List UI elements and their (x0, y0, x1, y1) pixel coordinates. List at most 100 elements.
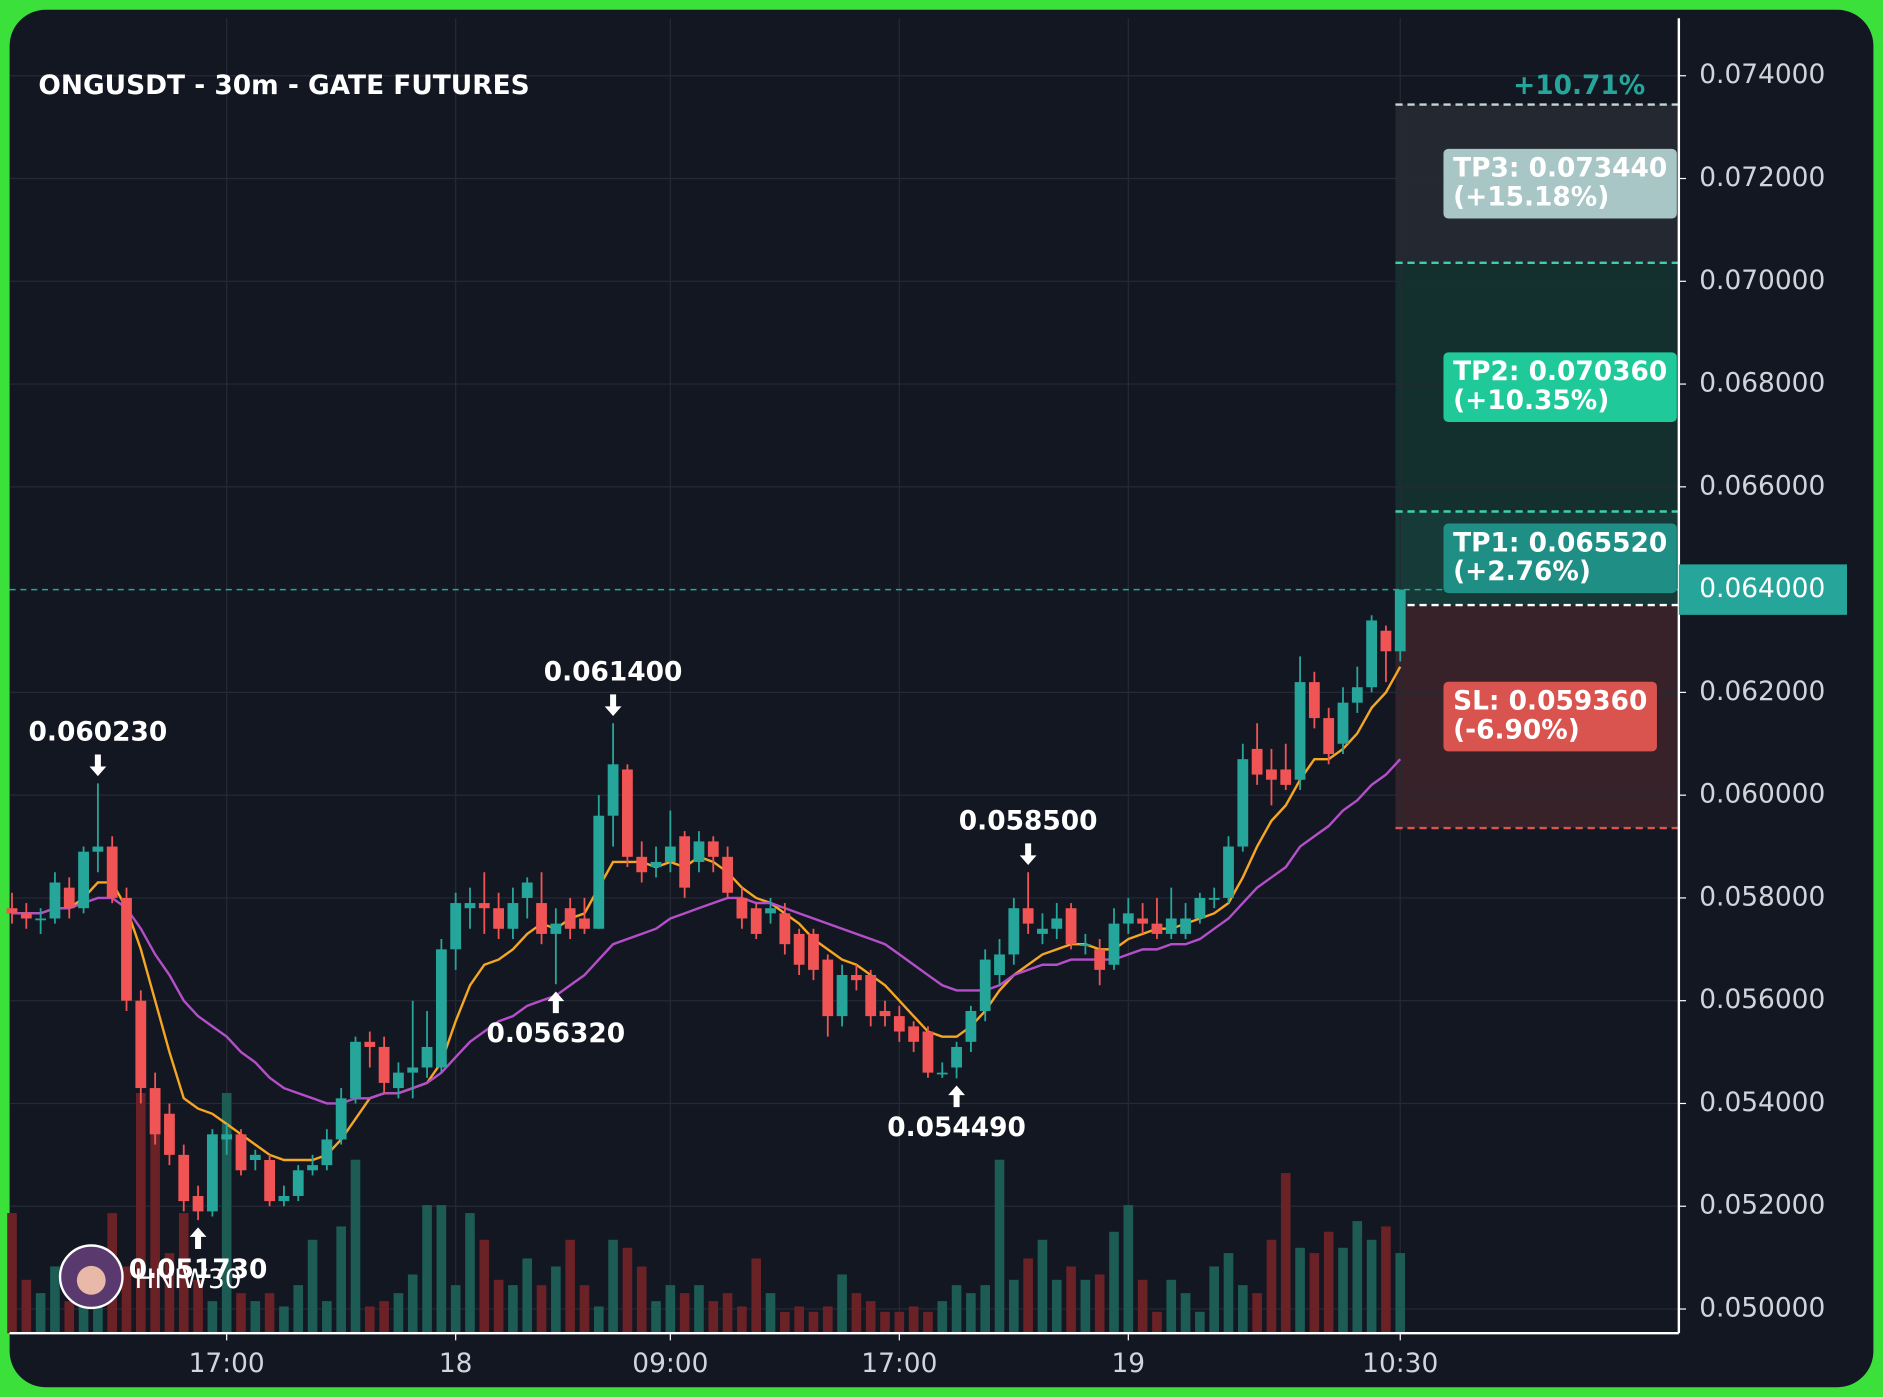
candle-body (407, 1067, 419, 1073)
candle-body (1394, 589, 1406, 652)
candle-body (1208, 897, 1220, 900)
volume-bar (193, 1279, 203, 1334)
volume-bar (50, 1266, 60, 1334)
volume-bar (622, 1247, 633, 1334)
volume-bar (1266, 1239, 1277, 1334)
candle-body (121, 897, 132, 1001)
candle-body (178, 1154, 190, 1202)
volume-bar (136, 1092, 146, 1334)
candle-body (20, 913, 32, 919)
x-tick-label: 19 (1112, 1348, 1146, 1379)
level-sublabel: (+10.35%) (1453, 385, 1609, 416)
candle-body (679, 836, 691, 888)
volume-bar (279, 1306, 289, 1334)
y-tick-label: 0.066000 (1699, 470, 1825, 501)
candle-body (893, 1016, 905, 1032)
moving-average (12, 758, 1402, 1105)
volume-bar (751, 1258, 762, 1334)
volume-bar (407, 1274, 418, 1334)
candle-body (6, 908, 18, 914)
level-label: TP2: 0.070360 (1453, 356, 1667, 387)
candle-body (650, 861, 662, 868)
candle-body (550, 923, 562, 934)
candle-body (135, 1000, 147, 1089)
candle-body (1079, 944, 1091, 946)
candle-body (1280, 769, 1292, 785)
candle-body (1180, 918, 1191, 934)
volume-bar (579, 1285, 590, 1334)
volume-bar (894, 1311, 905, 1334)
candle-body (235, 1134, 247, 1171)
y-tick-label: 0.050000 (1699, 1293, 1825, 1324)
volume-bar (794, 1306, 804, 1334)
volume-bar (364, 1306, 375, 1334)
candle-body (221, 1134, 233, 1140)
volume-bar (737, 1306, 747, 1334)
volume-bar (207, 1301, 218, 1334)
volume-bar (765, 1293, 776, 1334)
candle-body (1065, 908, 1077, 945)
candle-body (865, 975, 877, 1017)
y-tick-label: 0.074000 (1699, 59, 1825, 90)
volume-bar (536, 1285, 547, 1334)
volume-bar (7, 1213, 17, 1334)
candle-body (78, 851, 89, 909)
candle-body (750, 908, 762, 934)
volume-bar (1223, 1253, 1234, 1334)
candle-body (464, 903, 476, 909)
candle-body (1351, 687, 1363, 703)
volume-bar (465, 1213, 475, 1334)
candle-body (507, 903, 519, 929)
candle-body (908, 1026, 920, 1042)
volume-bar (450, 1285, 461, 1334)
y-tick-label: 0.058000 (1699, 881, 1825, 912)
candle-body (1108, 923, 1120, 965)
candle-body (321, 1139, 333, 1166)
level-sublabel: (+2.76%) (1453, 556, 1591, 587)
candle-body (664, 846, 676, 862)
candle-body (350, 1041, 361, 1099)
annotation-label: 0.051730 (129, 1254, 268, 1285)
volume-bar (665, 1285, 676, 1334)
y-tick-label: 0.068000 (1699, 368, 1825, 399)
volume-bar (1166, 1279, 1177, 1334)
candle-body (536, 903, 547, 934)
candle-body (292, 1170, 304, 1196)
volume-bar (1023, 1258, 1033, 1334)
candle-body (765, 908, 776, 914)
candle-body (1094, 949, 1106, 970)
candle-body (307, 1165, 318, 1171)
volume-bar (1009, 1279, 1019, 1334)
volume-bar (164, 1253, 175, 1334)
candle-body (779, 913, 791, 945)
volume-bar (522, 1258, 533, 1334)
candle-body (979, 959, 991, 1011)
candle-body (364, 1041, 376, 1047)
volume-bar (178, 1213, 189, 1334)
candle-body (278, 1195, 290, 1202)
candle-body (393, 1072, 404, 1089)
candle-body (1008, 908, 1020, 955)
candle-body (850, 975, 862, 981)
volume-bar (1238, 1285, 1248, 1334)
candle-body (793, 933, 805, 965)
volume-bar (923, 1311, 933, 1334)
volume-bar (1037, 1239, 1048, 1334)
annotation-label: 0.061400 (544, 656, 683, 687)
volume-bar (379, 1301, 389, 1334)
volume-bar (1066, 1266, 1076, 1334)
candle-body (808, 933, 819, 970)
annotation-label: 0.056320 (487, 1018, 626, 1049)
volume-bar (336, 1226, 346, 1334)
candle-body (879, 1010, 891, 1017)
candle-body (1323, 718, 1335, 755)
candle-body (206, 1134, 218, 1212)
volume-bar (980, 1285, 991, 1334)
y-tick-label: 0.062000 (1699, 676, 1825, 707)
plot: 0.060230 0.061400 0.058500 0.056320 0.054490… (6, 18, 1847, 1379)
candle-body (521, 882, 533, 898)
candle-body (1194, 897, 1206, 919)
volume-bar (1051, 1279, 1062, 1334)
volume-bar (708, 1301, 719, 1334)
